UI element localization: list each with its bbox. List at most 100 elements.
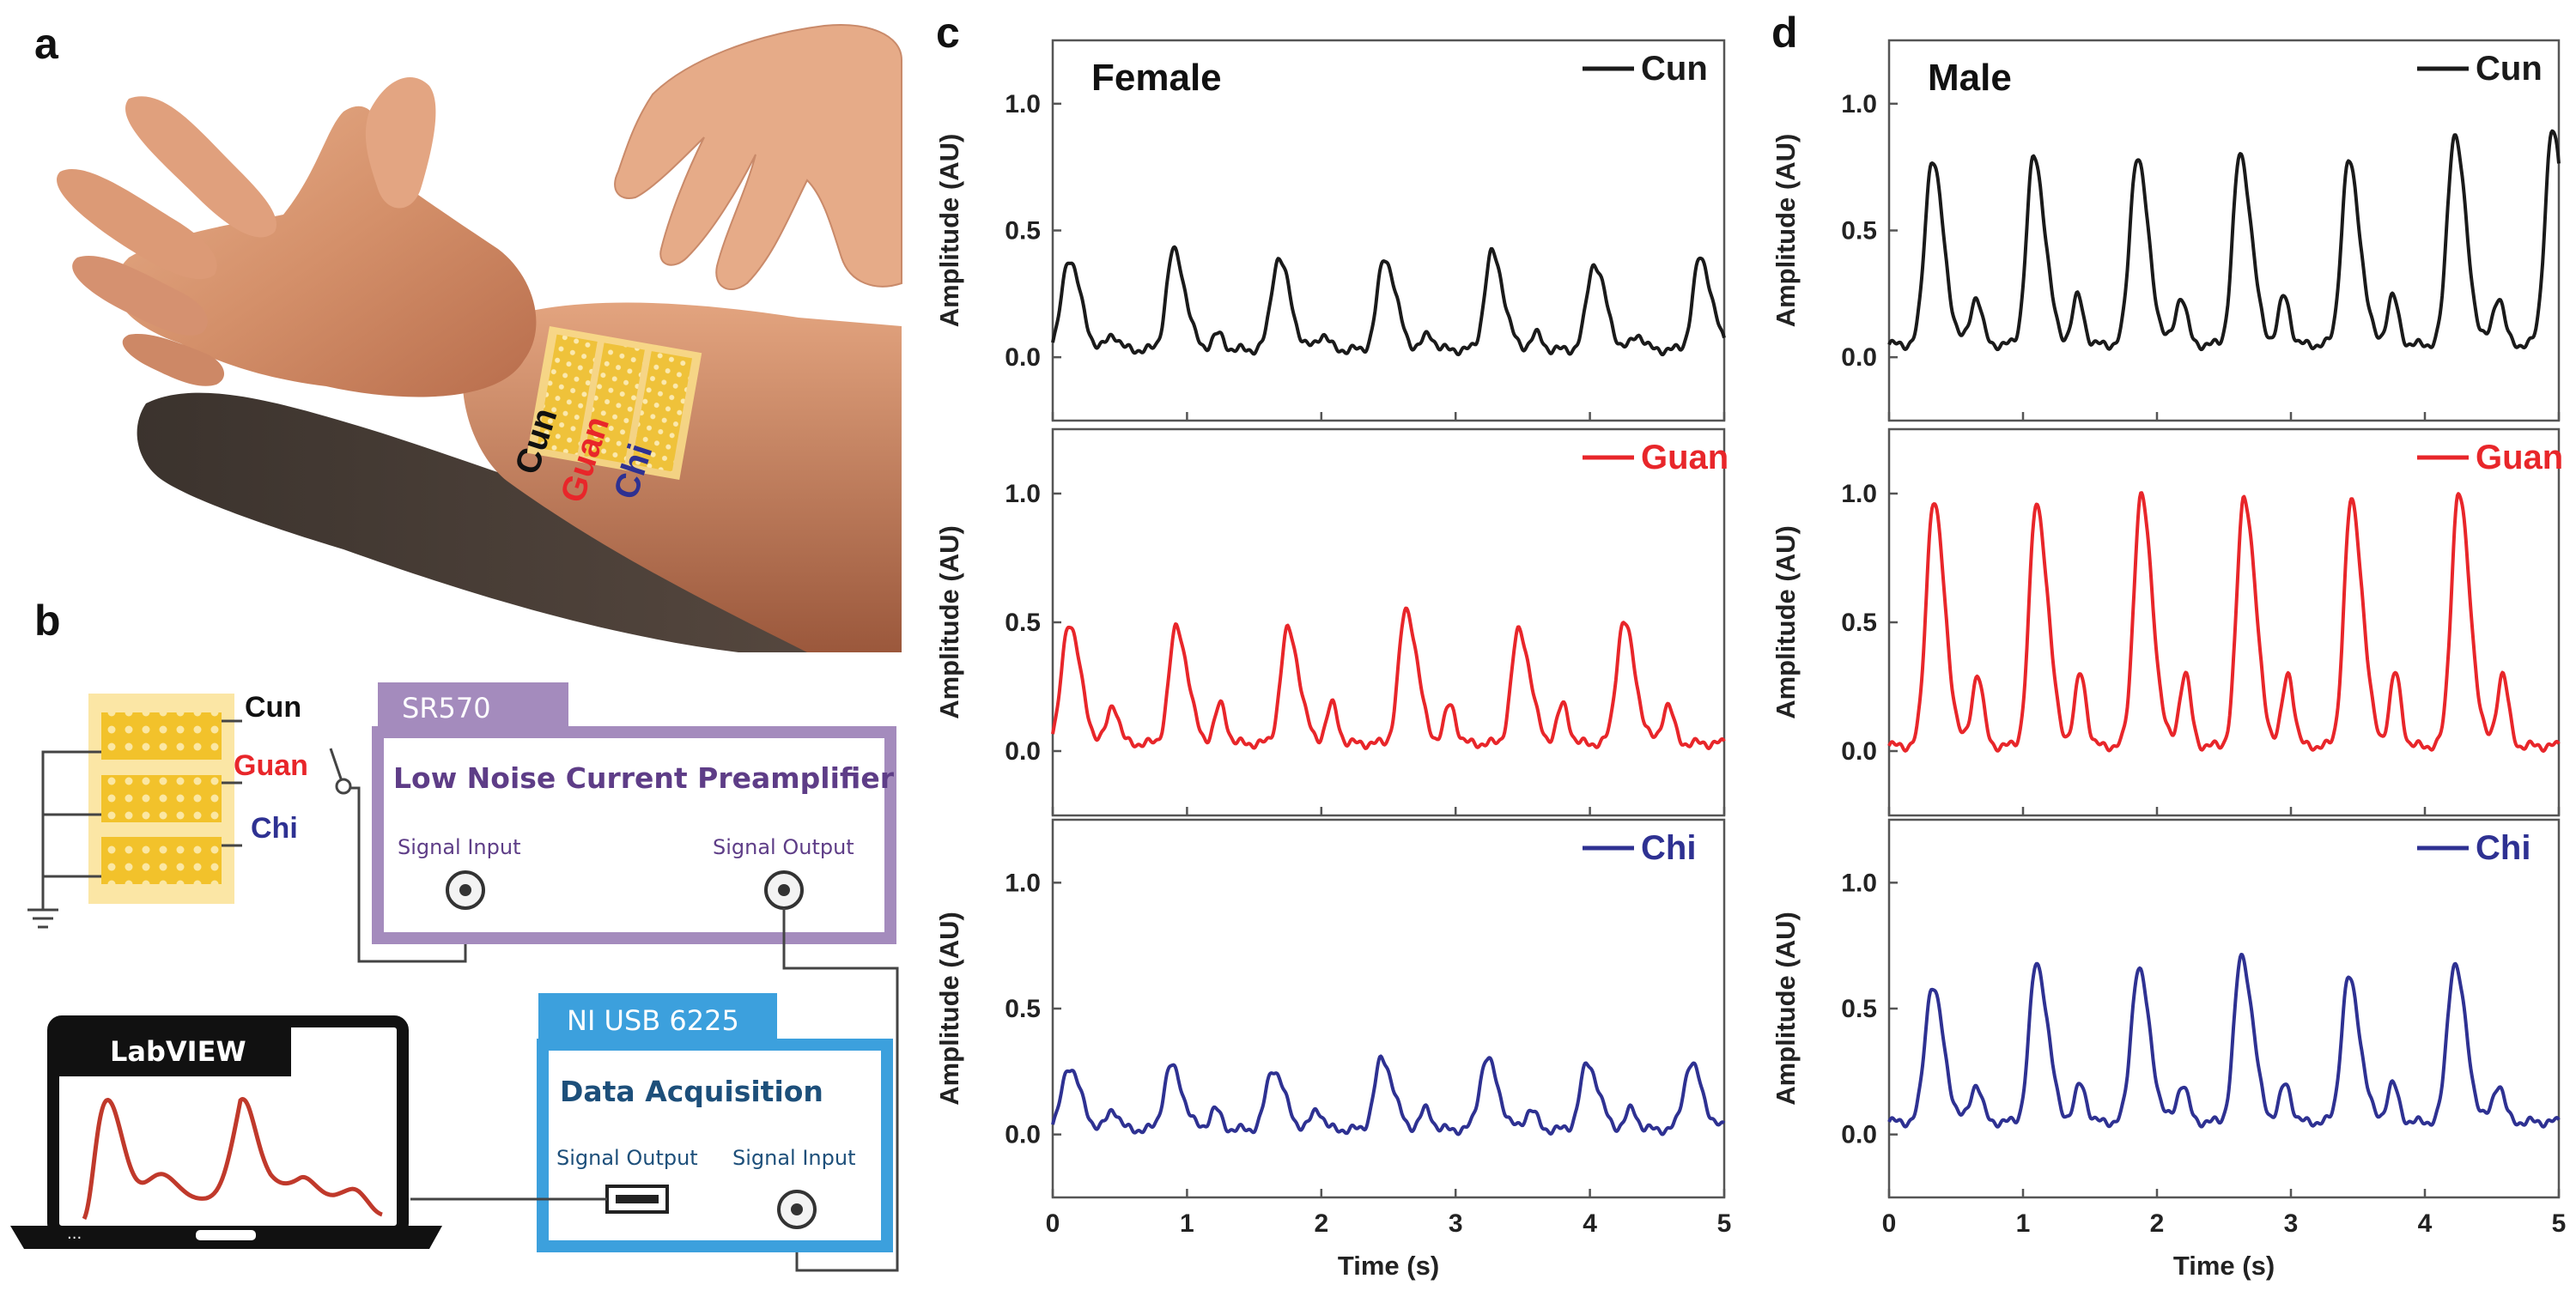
daq-signal-input-label: Signal Input <box>732 1146 856 1170</box>
preamp-title: Low Noise Current Preamplifier <box>393 761 895 795</box>
x-tick-label: 2 <box>1314 1209 1328 1238</box>
series-line-guan <box>1051 606 1726 750</box>
preamp-tab <box>378 682 568 732</box>
y-tick-label: 0.0 <box>1005 1121 1041 1149</box>
x-tick-label: 2 <box>2150 1209 2165 1238</box>
x-tick-label: 0 <box>1882 1209 1897 1238</box>
y-axis-label: Amplitude (AU) <box>934 134 964 328</box>
panel-label-d: d <box>1771 9 1798 57</box>
hand <box>114 106 537 397</box>
sensor-electrode-guan <box>101 775 222 822</box>
chart-panel-d: 0.0 0.5 1.0 Amplitude (AU) Cun Male 0.0 0.5 1.0 A… <box>1771 39 2567 1281</box>
preamp-frame <box>372 726 896 944</box>
daq-signal-output-label: Signal Output <box>556 1146 698 1170</box>
sensor-label-cun: Cun <box>245 691 301 724</box>
panel-label-a: a <box>34 20 59 68</box>
daq-title: Data Acquisition <box>560 1075 823 1108</box>
y-tick-label: 0.5 <box>1005 217 1041 245</box>
y-tick-label: 0.0 <box>1005 737 1041 766</box>
y-tick-label: 1.0 <box>1841 480 1877 508</box>
x-tick-label: 4 <box>1583 1209 1597 1238</box>
panel-b: b Cun Guan Chi SR570 <box>10 597 899 1272</box>
thumb <box>365 77 436 209</box>
patch-electrode-chi <box>631 351 693 472</box>
legend-label-guan: Guan <box>2476 439 2563 476</box>
finger-middle <box>57 169 217 280</box>
y-tick-label: 0.5 <box>1841 217 1877 245</box>
laptop: LabVIEW ... <box>10 1015 442 1249</box>
preamp-to-daq-cable <box>782 908 899 1272</box>
y-tick-label: 0.5 <box>1841 995 1877 1023</box>
x-tick-label: 1 <box>1180 1209 1194 1238</box>
daq-frame <box>537 1039 893 1252</box>
y-tick-label: 1.0 <box>1005 869 1041 897</box>
legend-label-chi: Chi <box>2476 829 2530 867</box>
series-line-cun <box>1887 129 2561 352</box>
sensor-stack <box>88 694 234 904</box>
wrist-sensor-patch <box>526 326 702 480</box>
legend-label-guan: Guan <box>1641 439 1728 476</box>
y-tick-label: 1.0 <box>1841 90 1877 118</box>
series-line-chi <box>1051 1054 1726 1136</box>
chart-title: Male <box>1928 57 2012 99</box>
subplot-c-guan: 0.0 0.5 1.0 Amplitude (AU) Guan <box>934 427 1728 817</box>
x-tick-label: 3 <box>2284 1209 2299 1238</box>
finger-little <box>122 334 225 386</box>
preamp-tab-label: SR570 <box>402 692 491 724</box>
chart-panel-c: 0.0 0.5 1.0 Amplitude (AU) Cun Female 0.0 0.5 1.… <box>934 39 1732 1281</box>
y-axis-label: Amplitude (AU) <box>934 912 964 1106</box>
subplot-c-cun: 0.0 0.5 1.0 Amplitude (AU) Cun Female <box>934 39 1726 422</box>
y-tick-label: 0.0 <box>1841 1121 1877 1149</box>
preamp-box: SR570 Low Noise Current Preamplifier Sig… <box>372 682 896 944</box>
y-axis-label: Amplitude (AU) <box>1771 525 1801 719</box>
panel-a: a Cun Guan Chi <box>34 20 902 652</box>
y-tick-label: 0.0 <box>1005 343 1041 372</box>
y-tick-label: 0.5 <box>1005 995 1041 1023</box>
x-axis-label: Time (s) <box>1338 1251 1439 1281</box>
finger-index <box>125 96 276 238</box>
plot-frame <box>1887 818 2561 1199</box>
daq-bnc-pin-icon <box>791 1203 803 1215</box>
laptop-trackpad <box>196 1230 256 1240</box>
y-tick-label: 0.0 <box>1841 737 1877 766</box>
x-tick-label: 4 <box>2418 1209 2433 1238</box>
daq-box: NI USB 6225 Data Acquisition Signal Outp… <box>537 993 893 1252</box>
legend-label-chi: Chi <box>1641 829 1696 867</box>
series-line-chi <box>1887 953 2561 1129</box>
bnc-input-pin-icon <box>459 884 471 896</box>
legend-label-cun: Cun <box>1641 50 1708 88</box>
svg-text:...: ... <box>67 1225 82 1243</box>
patch-electrode-cun <box>537 334 598 455</box>
x-axis-label: Time (s) <box>2173 1251 2275 1281</box>
y-axis-label: Amplitude (AU) <box>1771 134 1801 328</box>
legend-label-cun: Cun <box>2476 50 2543 88</box>
daq-tab <box>538 993 777 1045</box>
bnc-output-pin-icon <box>778 884 790 896</box>
plot-frame <box>1887 427 2561 817</box>
finger-ring <box>72 256 208 336</box>
usb-port-inner-icon <box>616 1195 659 1203</box>
sensor-electrode-chi <box>101 837 222 884</box>
subplot-d-guan: 0.0 0.5 1.0 Amplitude (AU) Guan <box>1771 427 2563 817</box>
y-tick-label: 1.0 <box>1841 869 1877 897</box>
sensor-electrode-cun <box>101 712 222 760</box>
plot-frame <box>1051 818 1726 1199</box>
sensor-label-chi: Chi <box>251 812 298 845</box>
x-tick-label: 5 <box>2552 1209 2567 1238</box>
series-line-cun <box>1051 245 1726 357</box>
y-tick-label: 0.5 <box>1841 609 1877 637</box>
daq-tab-label: NI USB 6225 <box>567 1004 739 1037</box>
x-tick-label: 5 <box>1717 1209 1732 1238</box>
patch-electrode-guan <box>584 342 645 464</box>
switch-icon <box>335 778 352 795</box>
y-axis-label: Amplitude (AU) <box>934 525 964 719</box>
preamp-signal-output-label: Signal Output <box>713 835 854 859</box>
panel-label-c: c <box>936 9 960 57</box>
laptop-tab <box>53 1021 291 1076</box>
y-tick-label: 1.0 <box>1005 90 1041 118</box>
sensor-label-guan: Guan <box>234 749 308 782</box>
y-axis-label: Amplitude (AU) <box>1771 912 1801 1106</box>
subplot-d-chi: 0.0 0.5 1.0 Amplitude (AU) Chi 0 1 2 3 4 5 Time (s) <box>1771 818 2567 1281</box>
charts: 0.0 0.5 1.0 Amplitude (AU) Cun Female 0.0 0.5 1.… <box>934 39 2567 1281</box>
